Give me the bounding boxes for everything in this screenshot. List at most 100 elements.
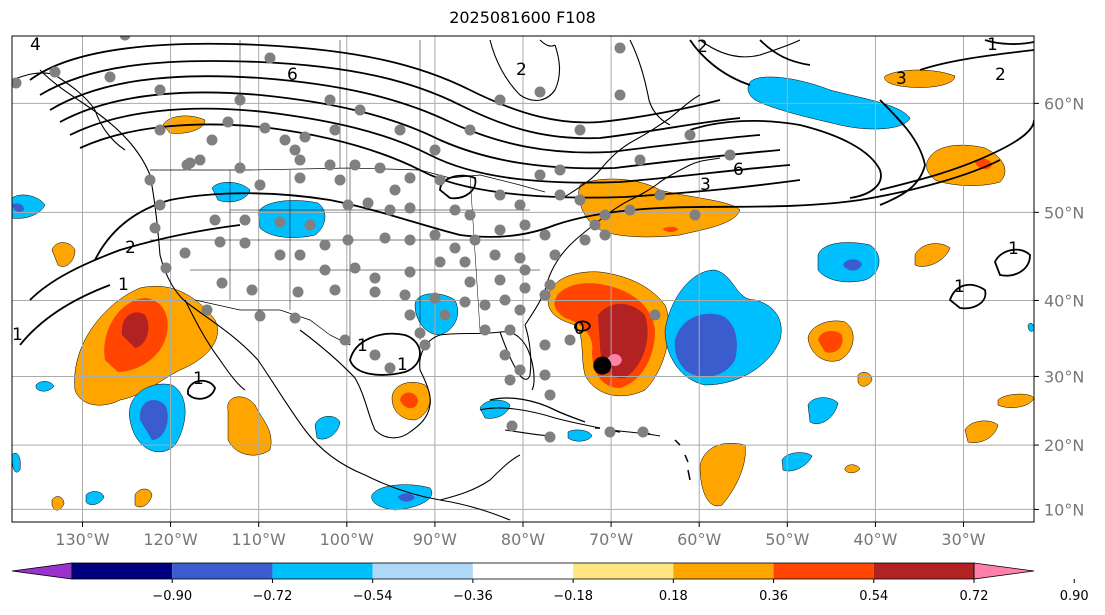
- longitude-label: 30°W: [941, 530, 985, 549]
- contour-label: 4: [30, 35, 41, 55]
- positive-anomaly-region: [964, 420, 999, 443]
- station-dot: [119, 36, 131, 41]
- station-dot: [459, 296, 471, 308]
- station-dot: [264, 52, 276, 64]
- station-dot: [239, 237, 251, 249]
- positive-anomaly-region: [663, 226, 678, 232]
- anomaly-shading: [12, 69, 1034, 511]
- station-dot: [374, 162, 386, 174]
- colorbar-tick-label: 0.72: [960, 589, 989, 604]
- station-dot: [724, 149, 736, 161]
- station-dot: [216, 277, 228, 289]
- station-dot: [394, 124, 406, 136]
- contour-label: 1: [118, 275, 129, 295]
- latitude-label: 40°N: [1044, 291, 1084, 310]
- station-dot: [49, 66, 61, 78]
- negative-anomaly-region: [12, 203, 24, 213]
- station-dot: [534, 86, 546, 98]
- positive-anomaly-region: [134, 488, 153, 508]
- station-dot: [234, 162, 246, 174]
- positive-anomaly-region: [51, 242, 76, 267]
- station-dot: [469, 234, 481, 246]
- station-dot: [479, 299, 491, 311]
- colorbar-tick-label: −0.54: [353, 589, 393, 604]
- longitude-label: 120°W: [143, 530, 198, 549]
- station-dot: [684, 129, 696, 141]
- colorbar-tick-label: 0.18: [659, 589, 688, 604]
- station-dot: [599, 209, 611, 221]
- station-dot: [459, 256, 471, 268]
- contour-label: 0: [574, 319, 585, 339]
- positive-anomaly-region: [51, 496, 65, 511]
- contour-label: 2: [125, 238, 136, 258]
- station-dot: [404, 202, 416, 214]
- negative-anomaly-region: [85, 491, 105, 505]
- longitude-label: 50°W: [765, 530, 809, 549]
- contour-label-group: 6 4 2 1 1 1 1 1 0 3 3 2 2 1 2 1 6 1: [12, 35, 1019, 389]
- station-dot: [539, 289, 551, 301]
- positive-anomaly-region: [884, 69, 956, 88]
- negative-anomaly-region: [12, 452, 21, 473]
- station-dot: [234, 94, 246, 106]
- station-dot: [449, 242, 461, 254]
- station-dot: [206, 134, 218, 146]
- station-dot: [419, 339, 431, 351]
- station-dot: [201, 304, 213, 316]
- latitude-label: 10°N: [1044, 500, 1084, 519]
- station-dot: [404, 309, 416, 321]
- station-dot: [439, 309, 451, 321]
- station-dot: [179, 247, 191, 259]
- station-dot: [504, 374, 516, 386]
- station-dot: [369, 272, 381, 284]
- station-dot: [414, 327, 426, 339]
- latitude-label: 30°N: [1044, 367, 1084, 386]
- station-dot: [649, 309, 661, 321]
- station-dot: [349, 262, 361, 274]
- colorbar-extend-high: [973, 562, 1035, 580]
- colorbar-tick-label: −0.72: [253, 589, 293, 604]
- station-dot: [342, 199, 354, 211]
- colorbar-tick-label: 0.54: [859, 589, 888, 604]
- station-dot: [154, 124, 166, 136]
- contour-label: 1: [397, 355, 408, 375]
- station-dot: [149, 222, 161, 234]
- station-dot: [299, 131, 311, 143]
- station-dot: [574, 124, 586, 136]
- station-dot: [429, 229, 441, 241]
- station-dot: [329, 124, 341, 136]
- station-dot: [104, 71, 116, 83]
- station-dot: [294, 172, 306, 184]
- contour-label: 1: [193, 369, 204, 389]
- station-dot: [289, 312, 301, 324]
- longitude-label: 60°W: [677, 530, 721, 549]
- station-dot: [599, 229, 611, 241]
- graticule: [12, 36, 1034, 522]
- station-dot: [369, 349, 381, 361]
- station-dot: [434, 256, 446, 268]
- station-dot: [539, 369, 551, 381]
- station-dot: [494, 189, 506, 201]
- longitude-label: 70°W: [589, 530, 633, 549]
- negative-anomaly-region: [479, 399, 511, 419]
- station-dot: [579, 234, 591, 246]
- station-dot: [514, 252, 526, 264]
- contour-label: 3: [700, 175, 711, 195]
- contour-label: 1: [987, 35, 998, 55]
- station-dot: [637, 426, 649, 438]
- longitude-label: 40°W: [853, 530, 897, 549]
- station-dot: [689, 209, 701, 221]
- station-dot: [519, 219, 531, 231]
- station-dot: [504, 324, 516, 336]
- colorbar-tick-label: 0.36: [759, 589, 788, 604]
- station-dot: [324, 94, 336, 106]
- map-canvas: [12, 36, 1034, 522]
- station-dot: [449, 204, 461, 216]
- coastlines: [12, 39, 801, 521]
- latitude-axis: 10°N 20°N 30°N 40°N 50°N 60°N: [1034, 94, 1084, 519]
- station-dot: [634, 154, 646, 166]
- colorbar-segment: [773, 563, 874, 579]
- colorbar-segment: [873, 563, 974, 579]
- station-dot: [294, 154, 306, 166]
- colorbar-tick-label: 0.90: [1060, 589, 1089, 604]
- negative-anomaly-region: [781, 452, 813, 472]
